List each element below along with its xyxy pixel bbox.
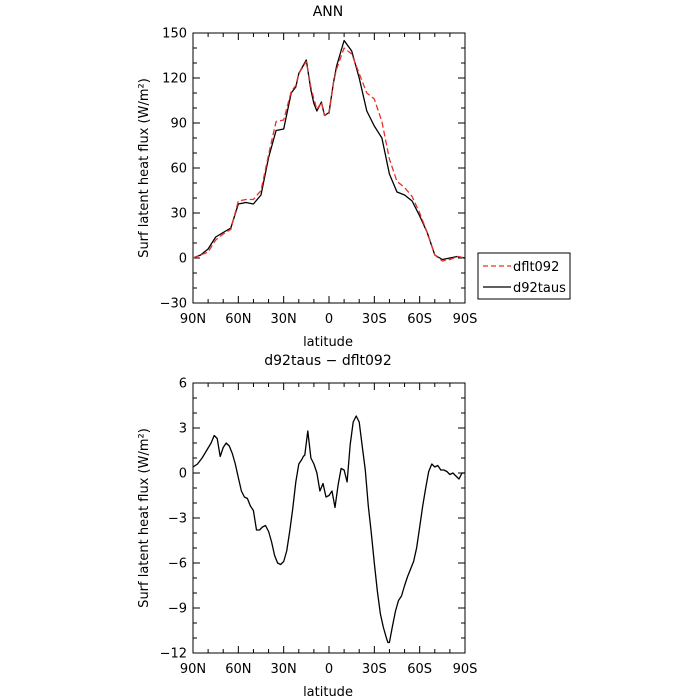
top-plot-frame [192,32,466,304]
bottom-chart-panel: d92taus − dflt092 −12 −9 −6 −3 0 3 6 90N 60N 30N 0… [137,353,477,700]
bottom-y-tick-label: −12 [160,647,187,662]
top-x-tick-label: 0 [325,312,333,327]
bottom-y-tick-label: −3 [168,512,187,527]
bottom-x-tick-label: 60N [225,662,251,677]
bottom-plot-frame [192,382,466,654]
top-y-tick-label: 90 [170,117,187,132]
legend: dflt092 d92taus [477,252,571,300]
bottom-x-tick-label: 90S [453,662,478,677]
bottom-y-tick-label: 6 [179,377,187,392]
top-x-tick-label: 30N [271,312,297,327]
bottom-x-tick-label: 30N [271,662,297,677]
top-y-tick-label: 120 [162,72,187,87]
bottom-y-tick-label: −6 [168,557,187,572]
top-series-line-d92taus [192,39,466,261]
top-x-axis-label: latitude [303,335,353,350]
bottom-y-tick-label: 0 [179,467,187,482]
top-y-tick-label: −30 [160,297,187,312]
top-y-tick-label: 150 [162,27,187,42]
top-x-tick-label: 30S [362,312,387,327]
legend-label-d92taus: d92taus [513,281,566,296]
legend-label-dflt092: dflt092 [513,260,559,275]
bottom-y-tick-label: −9 [168,602,187,617]
top-plot-area: −30 0 30 60 90 120 150 90N 60N 30N 0 30S 60S 90S [160,27,478,328]
top-y-tick-label: 60 [170,162,187,177]
top-series-line-dflt092 [192,47,466,262]
top-x-tick-label: 60N [225,312,251,327]
bottom-x-tick-label: 90N [180,662,206,677]
bottom-series-line-difference [192,415,465,644]
top-x-tick-label: 60S [407,312,432,327]
bottom-x-tick-label: 60S [407,662,432,677]
bottom-x-axis-label: latitude [303,685,353,700]
bottom-x-tick-label: 30S [362,662,387,677]
top-y-tick-label: 30 [170,207,187,222]
legend-box [477,252,571,300]
bottom-plot-area: −12 −9 −6 −3 0 3 6 90N 60N 30N 0 30S 60S 90S [160,377,478,678]
top-y-axis-label: Surf latent heat flux (W/m²) [137,78,152,258]
top-x-tick-label: 90N [180,312,206,327]
top-y-tick-label: 0 [179,252,187,267]
top-chart-title: ANN [313,4,344,20]
top-x-tick-label: 90S [453,312,478,327]
bottom-y-tick-label: 3 [179,422,187,437]
bottom-x-tick-label: 0 [325,662,333,677]
bottom-y-axis-label: Surf latent heat flux (W/m²) [137,428,152,608]
bottom-chart-title: d92taus − dflt092 [264,353,391,369]
